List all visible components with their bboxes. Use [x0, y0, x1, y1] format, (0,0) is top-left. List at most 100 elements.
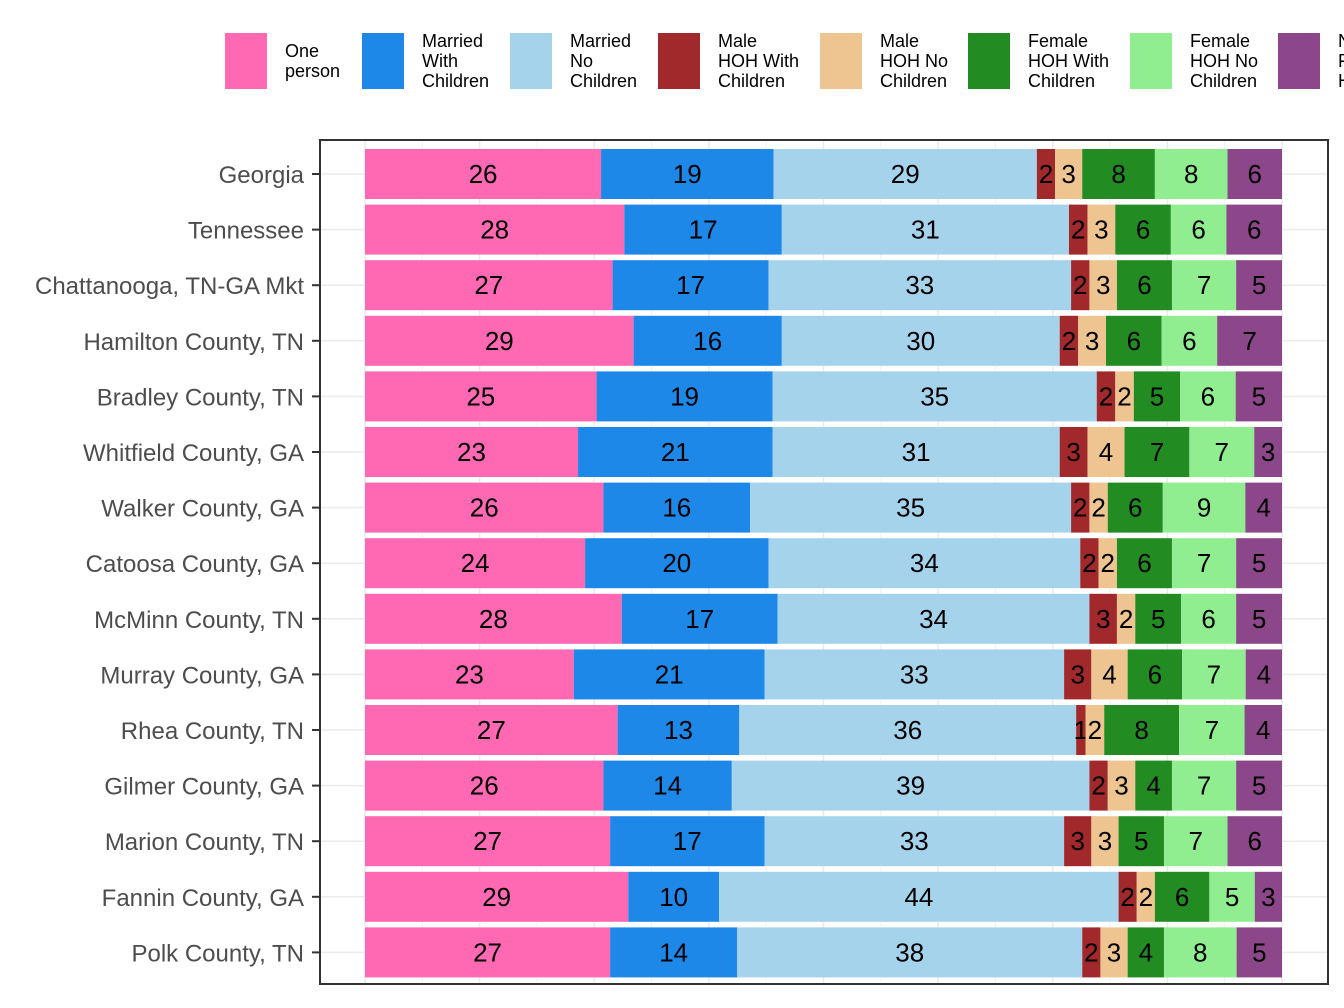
legend-label: N F H: [1338, 31, 1344, 91]
bar-segment: [1078, 315, 1107, 366]
bar-segment: [1162, 482, 1246, 533]
data-label: 6: [1248, 826, 1262, 856]
bar-segment: [1089, 482, 1108, 533]
data-label: 2: [1073, 493, 1087, 523]
bar-segment: [1064, 649, 1092, 700]
bar-segment: [1236, 927, 1282, 978]
bar-segment: [1071, 482, 1090, 533]
bar-segment: [1170, 204, 1227, 255]
data-label: 6: [1248, 159, 1262, 189]
y-tick-label: Whitfield County, GA: [83, 440, 304, 467]
bar-segment: [764, 649, 1065, 700]
data-label: 3: [1096, 604, 1110, 634]
bar-segment: [1082, 927, 1101, 978]
data-label: 7: [1205, 715, 1219, 745]
legend-swatch: [820, 33, 862, 89]
data-label: 3: [1261, 437, 1275, 467]
y-tick-label: Marion County, TN: [105, 829, 304, 856]
bar-segment: [1106, 315, 1162, 366]
y-tick-label: Walker County, GA: [101, 496, 304, 523]
bar-segment: [1124, 427, 1190, 477]
data-label: 28: [479, 604, 508, 634]
bar-segment: [1082, 149, 1155, 199]
data-label: 3: [1061, 159, 1075, 189]
bar-segment: [365, 149, 602, 199]
data-label: 21: [661, 437, 690, 467]
data-label: 6: [1201, 604, 1215, 634]
data-label: 5: [1225, 882, 1239, 912]
bar-segment: [1087, 204, 1116, 255]
bar-segment: [603, 760, 732, 811]
y-tick-label: Tennessee: [188, 218, 304, 245]
data-label: 6: [1128, 493, 1142, 523]
data-label: 9: [1197, 493, 1211, 523]
legend-swatch: [362, 33, 404, 89]
bar-segment: [603, 482, 751, 533]
bar-segment: [365, 371, 597, 422]
data-label: 17: [676, 270, 705, 300]
data-label: 7: [1215, 437, 1229, 467]
y-tick-label: Georgia: [219, 162, 305, 189]
data-label: 17: [673, 826, 702, 856]
bar-segment: [1171, 760, 1237, 811]
data-label: 4: [1102, 659, 1116, 689]
data-label: 23: [457, 437, 486, 467]
y-tick-label: McMinn County, TN: [94, 607, 304, 634]
data-label: 3: [1098, 826, 1112, 856]
data-label: 26: [469, 159, 498, 189]
bar-segment: [1171, 260, 1237, 311]
data-label: 34: [910, 548, 939, 578]
data-label: 4: [1146, 771, 1160, 801]
data-label: 7: [1197, 771, 1211, 801]
bar-segment: [777, 593, 1090, 644]
bar-segment: [1254, 427, 1282, 477]
y-tick-label: Gilmer County, GA: [104, 774, 304, 801]
bar-segment: [737, 927, 1083, 978]
bar-segment: [731, 760, 1090, 811]
data-label: 19: [673, 159, 702, 189]
bar-segment: [773, 149, 1037, 199]
data-label: 6: [1182, 326, 1196, 356]
bar-segment: [365, 260, 613, 311]
data-label: 6: [1127, 326, 1141, 356]
bar-segment: [781, 204, 1069, 255]
data-label: 44: [904, 882, 933, 912]
bar-segment: [1209, 871, 1255, 922]
bar-segment: [365, 705, 618, 755]
bar-segment: [1136, 871, 1155, 922]
legend-swatch: [968, 33, 1010, 89]
data-label: 10: [659, 882, 688, 912]
bar-segment: [772, 371, 1097, 422]
data-label: 8: [1184, 159, 1198, 189]
data-label: 2: [1139, 882, 1153, 912]
bar-segment: [1171, 538, 1237, 589]
bar-segment: [1236, 760, 1282, 811]
data-label: 4: [1256, 493, 1270, 523]
data-label: 6: [1137, 270, 1151, 300]
bar-segment: [781, 315, 1060, 366]
bar-segment: [365, 204, 625, 255]
bar-segment: [365, 816, 611, 867]
data-label: 5: [1252, 604, 1266, 634]
data-label: 39: [896, 771, 925, 801]
data-label: 3: [1261, 882, 1275, 912]
data-label: 23: [455, 659, 484, 689]
y-tick-label: Bradley County, TN: [97, 384, 304, 411]
bar-segment: [1236, 593, 1282, 644]
data-label: 3: [1107, 937, 1121, 967]
bar-segment: [1189, 427, 1255, 477]
bar-segment: [1107, 760, 1136, 811]
data-label: 3: [1066, 437, 1080, 467]
legend-swatch: [658, 33, 700, 89]
data-label: 31: [911, 215, 940, 245]
bar-segment: [1227, 149, 1282, 199]
data-label: 2: [1071, 215, 1085, 245]
bar-segment: [1087, 427, 1125, 477]
bar-segment: [1227, 816, 1282, 867]
data-label: 5: [1252, 771, 1266, 801]
bar-segment: [612, 260, 769, 311]
bar-segment: [633, 315, 782, 366]
legend-label: Female HOH No Children: [1190, 31, 1259, 91]
bar-segment: [1217, 315, 1282, 366]
data-label: 27: [473, 826, 502, 856]
